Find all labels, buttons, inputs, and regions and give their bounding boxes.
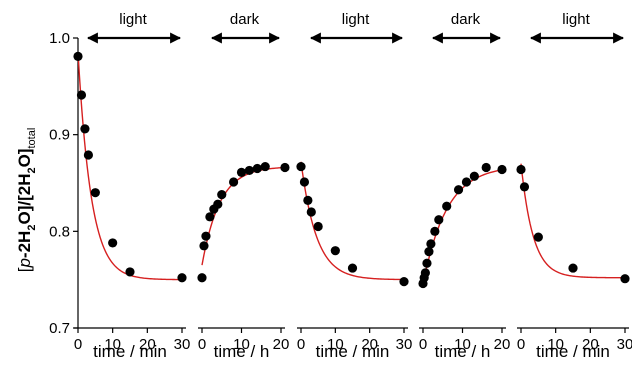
data-point	[177, 273, 187, 283]
y-axis: 0.7 0.8 0.9 1.0	[49, 30, 79, 337]
phase-label: dark	[230, 11, 260, 28]
x-tick-label: 10	[104, 336, 121, 353]
data-point	[73, 51, 83, 61]
panel-1: 0 10 20 30 time / min light	[73, 11, 190, 361]
data-point	[205, 212, 215, 222]
x-axis-label: time / h	[435, 342, 491, 361]
data-point	[481, 162, 491, 173]
x-tick-label: 10	[547, 336, 564, 353]
data-point	[252, 163, 262, 174]
data-point	[244, 165, 254, 176]
data-point	[313, 221, 323, 232]
x-tick-label: 20	[582, 336, 599, 353]
x-tick-label: 20	[139, 336, 156, 353]
x-tick-label: 0	[74, 336, 82, 353]
fit-curve	[300, 161, 405, 281]
phase-label: light	[342, 11, 370, 28]
data-point	[236, 167, 247, 177]
data-point	[430, 226, 440, 236]
data-point	[197, 273, 207, 283]
data-point	[303, 195, 313, 205]
data-point	[83, 150, 93, 160]
x-tick-label: 20	[361, 336, 378, 353]
data-point	[299, 177, 310, 187]
data-point	[497, 164, 507, 175]
data-point	[568, 263, 578, 273]
phase-label: light	[119, 11, 147, 28]
x-tick-label: 20	[273, 336, 290, 353]
y-axis-label: [p-2H2O]/[2H2O]total	[15, 128, 38, 273]
data-point	[201, 231, 211, 241]
data-point	[108, 238, 118, 248]
data-point	[213, 199, 223, 209]
x-tick-label: 30	[617, 336, 632, 353]
data-point	[422, 258, 432, 268]
data-point	[424, 247, 434, 257]
x-tick-label: 10	[454, 336, 471, 353]
x-axis-label: time / min	[93, 342, 167, 361]
data-point	[533, 232, 543, 242]
y-tick-label: 0.9	[49, 127, 70, 144]
x-tick-label: 10	[233, 336, 250, 353]
phase-label: dark	[451, 11, 481, 28]
data-point	[516, 164, 526, 175]
fit-curve	[77, 52, 183, 281]
x-tick-label: 30	[174, 336, 191, 353]
data-point	[306, 207, 316, 217]
data-point	[426, 239, 436, 249]
x-axis-label: time / h	[214, 342, 270, 361]
data-point	[330, 246, 340, 256]
data-point	[280, 162, 290, 173]
data-point	[442, 201, 452, 211]
x-tick-label: 0	[198, 336, 206, 353]
x-axis-label: time / min	[316, 342, 390, 361]
data-point	[420, 268, 430, 278]
x-tick-label: 20	[494, 336, 511, 353]
phase-label: light	[562, 11, 590, 28]
data-point	[399, 277, 409, 287]
data-point	[519, 182, 530, 192]
data-point	[453, 185, 464, 195]
data-point	[260, 161, 270, 172]
data-point	[461, 177, 472, 187]
y-tick-label: 1.0	[49, 30, 70, 47]
x-tick-label: 0	[297, 336, 305, 353]
data-point	[125, 267, 135, 277]
data-point	[76, 90, 87, 100]
x-tick-label: 30	[396, 336, 413, 353]
data-point	[296, 161, 306, 172]
panel-5: 0 10 20 30 time / min light	[516, 11, 632, 361]
data-point	[217, 190, 227, 200]
x-tick-label: 10	[327, 336, 344, 353]
x-tick-label: 0	[517, 336, 525, 353]
data-point	[620, 274, 630, 284]
y-tick-label: 0.7	[49, 320, 70, 337]
data-point	[80, 124, 90, 134]
data-point	[347, 263, 358, 273]
data-point	[469, 171, 479, 181]
x-tick-label: 0	[419, 336, 427, 353]
data-point	[90, 188, 100, 198]
fit-curve	[520, 163, 625, 279]
x-axis-label: time / min	[536, 342, 610, 361]
panel-3: 0 10 20 30 time / min light	[296, 11, 412, 361]
data-point	[434, 215, 444, 225]
y-tick-label: 0.8	[49, 223, 70, 240]
data-point	[229, 177, 239, 187]
data-point	[199, 241, 209, 251]
